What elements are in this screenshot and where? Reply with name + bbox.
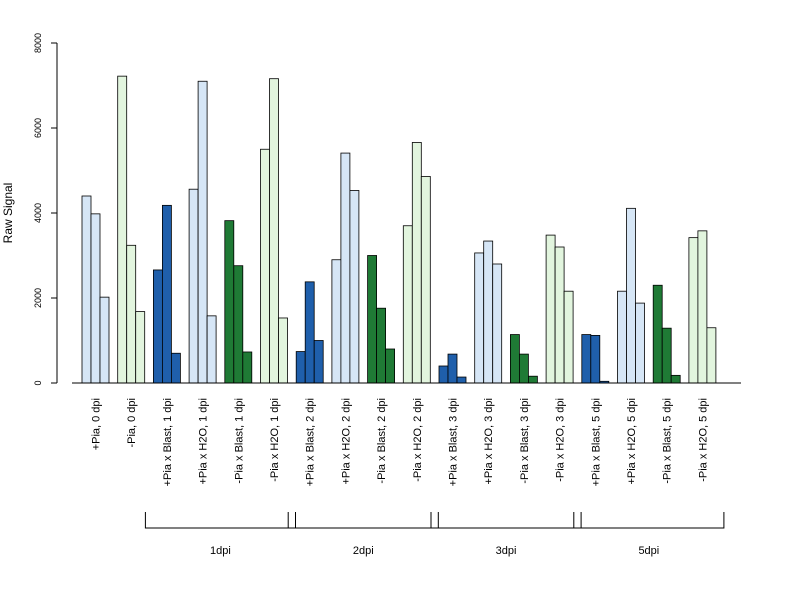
bar [438, 365, 449, 384]
bar [269, 78, 279, 384]
bar [447, 353, 458, 384]
bar [242, 351, 253, 384]
y-tick: 4000 [33, 203, 57, 223]
bar [197, 80, 208, 384]
bar [367, 255, 378, 384]
bar [224, 220, 235, 384]
y-tick-label: 8000 [33, 33, 43, 53]
bar [528, 375, 538, 384]
group-bracket: 2dpi [287, 512, 439, 557]
x-tick-label: -Pia x Blast, 2 dpi [376, 398, 388, 484]
group-label: 1dpi [210, 545, 231, 557]
y-tick: 0 [33, 380, 57, 386]
x-tick-label: -Pia x H2O, 2 dpi [412, 398, 424, 482]
bar [295, 351, 306, 384]
group-bracket: 5dpi [573, 512, 725, 557]
bar [492, 263, 503, 384]
bar [135, 311, 146, 384]
x-tick-label: -Pia x H2O, 5 dpi [697, 398, 709, 482]
group-label: 3dpi [496, 545, 517, 557]
y-tick: 2000 [33, 288, 57, 308]
group-label: 2dpi [353, 545, 374, 557]
group-label: 5dpi [638, 545, 659, 557]
bar [340, 152, 351, 384]
bar [519, 353, 529, 384]
bar [126, 244, 137, 384]
x-tick-label: +Pia, 0 dpi [91, 398, 103, 450]
y-tick-label: 6000 [33, 118, 43, 138]
x-tick-label: -Pia x Blast, 5 dpi [662, 398, 674, 484]
bar [661, 327, 672, 384]
x-tick-label: +Pia x Blast, 3 dpi [448, 398, 460, 486]
bracket-line [287, 512, 439, 529]
bar [554, 246, 565, 384]
bar [161, 204, 172, 384]
bar [376, 307, 387, 384]
y-tick-label: 0 [33, 380, 43, 385]
bar [697, 230, 708, 384]
bar [688, 237, 699, 384]
group-bracket: 3dpi [430, 512, 582, 557]
x-tick-label: -Pia, 0 dpi [126, 398, 138, 448]
y-tick-label: 2000 [33, 288, 43, 308]
group-bracket: 1dpi [144, 512, 296, 557]
x-tick-label: -Pia x H2O, 3 dpi [555, 398, 567, 482]
bar [563, 290, 574, 384]
bar [402, 225, 413, 384]
x-tick-label: +Pia x H2O, 2 dpi [340, 398, 352, 485]
y-tick: 6000 [33, 118, 57, 138]
x-tick-label: -Pia x H2O, 1 dpi [269, 398, 281, 482]
bar [313, 340, 324, 384]
bars [81, 75, 717, 384]
bar [99, 296, 110, 384]
bar [456, 376, 467, 384]
x-tick-label: +Pia x H2O, 3 dpi [483, 398, 495, 485]
y-axis-label: Raw Signal [1, 183, 15, 244]
bar [581, 334, 592, 384]
x-tick-label: -Pia x Blast, 3 dpi [519, 398, 531, 484]
bar [206, 315, 217, 384]
bar [474, 252, 485, 384]
bar [170, 352, 181, 384]
bar [349, 190, 360, 384]
bar [385, 348, 396, 384]
bar [411, 142, 422, 384]
bracket-line [430, 512, 582, 529]
bar [117, 75, 128, 384]
bar [635, 302, 645, 384]
x-tick-label: +Pia x H2O, 1 dpi [198, 398, 210, 485]
x-tick-label: +Pia x Blast, 2 dpi [305, 398, 317, 486]
bar [260, 148, 270, 384]
bar [152, 269, 163, 384]
bar [233, 265, 244, 384]
bar [90, 213, 101, 384]
bar [626, 207, 636, 384]
bar [188, 188, 199, 384]
x-tick-label: +Pia x H2O, 5 dpi [626, 398, 638, 485]
bar [278, 317, 288, 384]
bar [304, 281, 315, 384]
bar [652, 284, 663, 384]
x-tick-label: +Pia x Blast, 1 dpi [162, 398, 174, 486]
x-tick-label: +Pia x Blast, 5 dpi [590, 398, 602, 486]
bar [706, 327, 717, 384]
bracket-line [573, 512, 725, 529]
bracket-line [144, 512, 296, 529]
bar [590, 334, 601, 384]
y-tick: 8000 [33, 33, 57, 53]
group-brackets: 1dpi 2dpi 3dpi 5dpi [144, 512, 725, 557]
bar [509, 334, 520, 384]
bar [617, 290, 627, 384]
bar [483, 240, 494, 384]
y-axis: 0 2000 4000 6000 8000 [33, 33, 58, 386]
category-labels: +Pia, 0 dpi -Pia, 0 dpi +Pia x Blast, 1 dp… [91, 398, 710, 486]
x-tick-label: -Pia x Blast, 1 dpi [233, 398, 245, 484]
bar [331, 259, 342, 384]
bar [420, 176, 431, 384]
bar [545, 234, 556, 384]
y-tick-label: 4000 [33, 203, 43, 223]
bar [81, 195, 92, 384]
bar [670, 374, 681, 384]
